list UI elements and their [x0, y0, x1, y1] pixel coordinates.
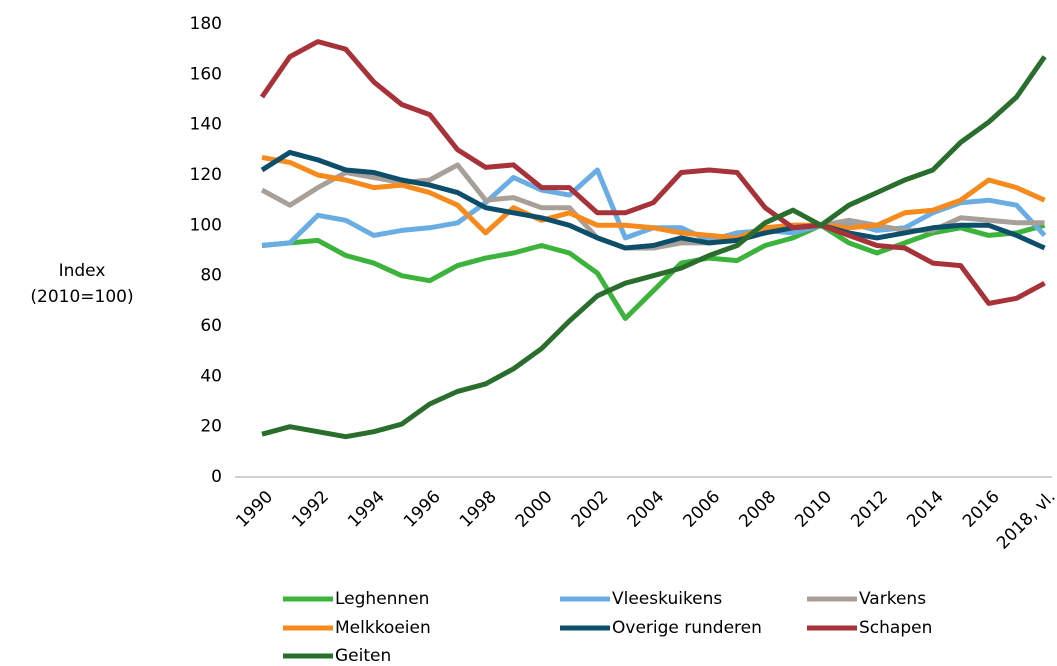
y-tick-label: 100	[190, 215, 222, 235]
series-line	[259, 39, 1046, 306]
y-tick-label: 140	[190, 115, 222, 135]
y-tick-label: 160	[190, 64, 222, 84]
y-axis-label: Index	[59, 261, 106, 281]
series-line	[260, 149, 1046, 251]
y-tick-label: 120	[190, 165, 222, 185]
x-tick-label: 2004	[624, 487, 669, 532]
x-tick-label: 2000	[512, 487, 557, 532]
x-tick-label: 2014	[903, 487, 948, 532]
legend-label: Overige runderen	[612, 618, 762, 638]
x-tick-label: 1990	[232, 487, 277, 532]
legend-label: Varkens	[859, 589, 926, 609]
series-line	[261, 55, 1047, 440]
x-tick-label: 2008	[735, 487, 780, 532]
x-tick-label: 1992	[288, 487, 333, 532]
legend-label: Schapen	[859, 618, 932, 638]
x-tick-label: 2002	[568, 487, 613, 532]
x-tick-label: 1994	[344, 487, 389, 532]
x-tick-label: 2018, vl.	[993, 487, 1057, 554]
series-line	[261, 154, 1046, 241]
legend-label: Leghennen	[335, 589, 429, 609]
x-tick-label: 2006	[680, 487, 725, 532]
x-tick-label: 1996	[400, 487, 445, 532]
legend-label: Melkkoeien	[335, 618, 431, 638]
y-axis-label: (2010=100)	[30, 287, 133, 307]
y-tick-label: 0	[211, 467, 222, 487]
series-line	[261, 222, 1046, 321]
legend-label: Vleeskuikens	[612, 589, 722, 609]
x-tick-label: 1998	[456, 487, 501, 532]
x-tick-label: 2016	[959, 487, 1004, 532]
y-tick-label: 20	[200, 417, 222, 437]
x-tick-label: 2012	[847, 487, 892, 532]
y-tick-label: 40	[200, 366, 222, 386]
y-tick-label: 60	[200, 316, 222, 336]
y-tick-label: 180	[190, 14, 222, 34]
y-tick-label: 80	[200, 266, 222, 286]
legend-label: Geiten	[335, 646, 391, 666]
x-tick-label: 2010	[791, 487, 836, 532]
